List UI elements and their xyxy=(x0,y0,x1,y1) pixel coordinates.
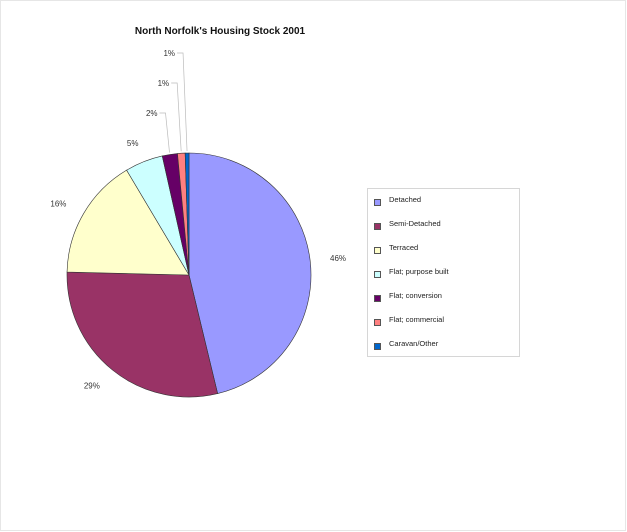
legend-item-flat-purpose-built: Flat; purpose built xyxy=(374,267,514,281)
legend-item-flat-conversion: Flat; conversion xyxy=(374,291,514,305)
pie-slice-detached xyxy=(188,152,312,394)
legend-label: Flat; conversion xyxy=(389,291,442,300)
pie-leader-line xyxy=(177,52,188,152)
pie-label-semi-detached: 29% xyxy=(84,382,100,391)
pie-slice-terraced xyxy=(66,169,190,276)
chart-title: North Norfolk's Housing Stock 2001 xyxy=(134,26,306,37)
legend-label: Flat; purpose built xyxy=(389,267,449,276)
legend-swatch xyxy=(374,319,381,326)
pie-label-flat-commercial: 1% xyxy=(158,79,170,88)
pie-slice-caravan-other xyxy=(184,152,190,276)
pie-slice-semi-detached xyxy=(66,271,218,398)
legend-swatch xyxy=(374,199,381,206)
pie-label-terraced: 16% xyxy=(50,199,66,208)
legend: Detached Semi-Detached Terraced Flat; purpo… xyxy=(367,188,520,357)
legend-label: Caravan/Other xyxy=(389,339,439,348)
legend-label: Terraced xyxy=(389,243,419,252)
legend-item-detached: Detached xyxy=(374,195,514,209)
legend-item-semi-detached: Semi-Detached xyxy=(374,219,514,233)
legend-swatch xyxy=(374,247,381,254)
legend-swatch xyxy=(374,271,381,278)
legend-label: Semi-Detached xyxy=(389,219,441,228)
pie-label-flat-conversion: 2% xyxy=(146,109,158,118)
legend-swatch xyxy=(374,223,381,230)
legend-item-flat-commercial: Flat; commercial xyxy=(374,315,514,329)
pie-leader-line xyxy=(159,112,170,153)
legend-label: Detached xyxy=(389,195,422,204)
pie-label-flat-purpose-built: 5% xyxy=(127,139,139,148)
legend-label: Flat; commercial xyxy=(389,315,445,324)
pie-leader-line xyxy=(171,82,182,152)
pie-label-detached: 46% xyxy=(330,254,346,263)
legend-swatch xyxy=(374,295,381,302)
legend-item-caravan-other: Caravan/Other xyxy=(374,339,514,353)
legend-item-terraced: Terraced xyxy=(374,243,514,257)
legend-swatch xyxy=(374,343,381,350)
pie-label-caravan-other: 1% xyxy=(163,49,175,58)
